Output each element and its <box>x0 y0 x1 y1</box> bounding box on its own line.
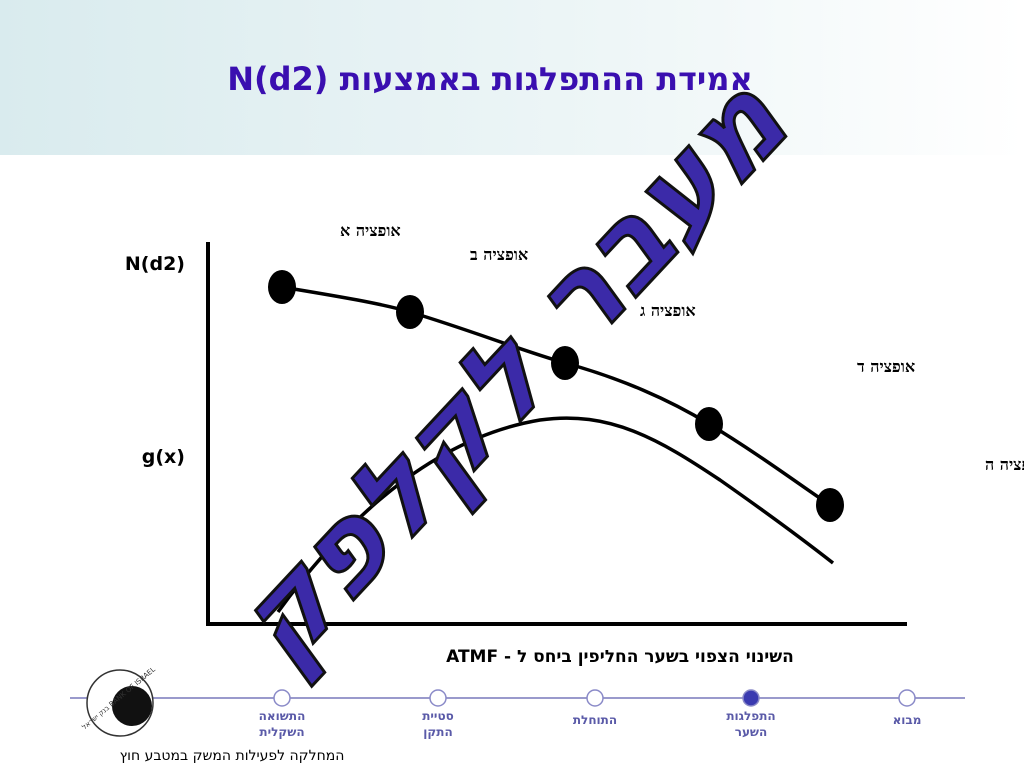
logo: בנק ישראל BANK OF ISRAEL <box>81 665 157 737</box>
nav-dot[interactable] <box>429 689 447 707</box>
option-label: אופציה ה <box>985 455 1024 474</box>
option-label: אופציה ב <box>470 245 528 264</box>
nav-label-line: התשואה <box>259 709 306 723</box>
nav-label-line: התפלגות <box>726 709 775 723</box>
nav-dot[interactable] <box>273 689 291 707</box>
nav-label-line: השקלית <box>259 725 304 739</box>
y-label: N(d2) <box>125 253 185 275</box>
nav-label-line: התקן <box>423 725 452 739</box>
option-label: אופציה ג <box>640 301 696 320</box>
nav-label-line: סטיית <box>422 709 454 723</box>
y-label: g(x) <box>142 446 185 468</box>
nav-label[interactable]: התוחלת <box>573 713 617 727</box>
points <box>268 270 844 522</box>
nav-label[interactable]: התשואה השקלית <box>259 709 306 739</box>
nav-dot[interactable] <box>742 689 760 707</box>
slide-title: אמידת ההתפלגות באמצעות N(d2) <box>227 60 753 98</box>
nav-label[interactable]: סטיית התקן <box>422 709 454 739</box>
nav-label[interactable]: התפלגות השער <box>726 709 775 739</box>
x-label: השינוי הצפוי בשער החליפין ביחס ל - ATMF <box>446 647 794 667</box>
nav-label-line: השער <box>735 725 768 739</box>
logo-emblem <box>112 686 152 726</box>
option-label: אופציה ד <box>857 357 915 376</box>
footer-text: המחלקה לפעילות המשק במטבע חוץ <box>120 748 345 764</box>
nav-label[interactable]: מבוא <box>893 713 922 727</box>
option-label: אופציה א <box>340 221 401 240</box>
point <box>816 488 844 522</box>
gx-curve <box>276 416 835 614</box>
header-band <box>0 0 1024 155</box>
nav-dot[interactable] <box>898 689 916 707</box>
point <box>551 346 579 380</box>
nav: מבוא התפלגות השער התוחלת סטיית התקן התשואה השקל… <box>110 689 922 739</box>
point <box>396 295 424 329</box>
point <box>695 407 723 441</box>
point <box>268 270 296 304</box>
nav-dot[interactable] <box>586 689 604 707</box>
